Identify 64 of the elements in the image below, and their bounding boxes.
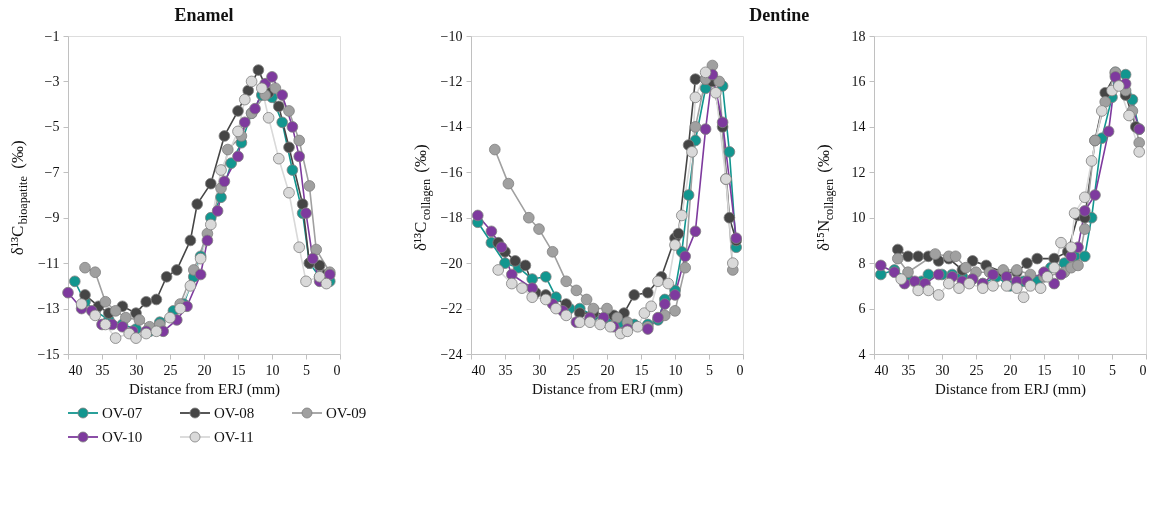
y-tick-label: −16: [440, 164, 463, 180]
y-tick-label: −18: [440, 210, 463, 226]
x-tick-label: 15: [634, 362, 649, 378]
x-tick-label: 25: [566, 362, 581, 378]
x-tick-label: 20: [1003, 362, 1018, 378]
x-tick-label: 20: [600, 362, 615, 378]
y-tick-label: −10: [440, 28, 463, 44]
x-tick-label: 35: [901, 362, 916, 378]
x-tick-label: 15: [231, 362, 246, 378]
x-tick-label: 5: [1109, 362, 1116, 378]
y-tick-label: −24: [440, 346, 463, 362]
legend-label: OV-11: [214, 429, 254, 445]
y-tick-label: 14: [851, 119, 866, 135]
x-axis-title: Distance from ERJ (mm): [934, 380, 1087, 398]
legend-label: OV-09: [326, 405, 367, 421]
x-tick-label: 0: [736, 362, 744, 378]
y-tick-label: 4: [858, 346, 866, 362]
y-tick-label: 10: [851, 210, 866, 226]
x-tick-label: 10: [265, 362, 280, 378]
y-tick-label: −14: [440, 119, 463, 135]
y-tick-label: −12: [440, 73, 463, 89]
x-tick-label: 40: [874, 362, 889, 378]
y-tick-label: −1: [44, 28, 60, 44]
x-tick-label: 10: [1071, 362, 1086, 378]
y-tick-label: −11: [38, 255, 60, 271]
y-tick-label: 18: [851, 28, 866, 44]
x-tick-label: 15: [1037, 362, 1052, 378]
x-tick-label: 25: [163, 362, 178, 378]
legend-label: OV-08: [214, 405, 255, 421]
y-tick-label: 16: [851, 73, 866, 89]
x-axis-title: Distance from ERJ (mm): [531, 380, 684, 398]
chart-title: Enamel: [174, 5, 234, 25]
y-tick-label: −22: [440, 301, 463, 317]
y-tick-label: −9: [44, 210, 60, 226]
y-tick-label: 12: [851, 164, 866, 180]
x-tick-label: 20: [197, 362, 212, 378]
x-tick-label: 40: [68, 362, 83, 378]
x-tick-label: 40: [471, 362, 486, 378]
legend-label: OV-10: [102, 429, 143, 445]
y-tick-label: −7: [44, 164, 60, 180]
x-tick-label: 25: [969, 362, 984, 378]
chart-title: Dentine: [749, 4, 810, 25]
y-axis-title: δ¹³Cbioapatite (‰): [8, 140, 30, 256]
y-tick-label: 6: [858, 301, 866, 317]
x-tick-label: 35: [498, 362, 513, 378]
x-tick-label: 5: [706, 362, 713, 378]
x-tick-label: 5: [303, 362, 310, 378]
x-tick-label: 30: [129, 362, 144, 378]
x-tick-label: 10: [668, 362, 683, 378]
y-tick-label: −15: [37, 346, 60, 362]
y-tick-label: −20: [440, 255, 463, 271]
y-tick-label: −3: [44, 73, 60, 89]
y-tick-label: −5: [44, 119, 60, 135]
y-axis-title: δ¹³Ccollagen (‰): [411, 144, 433, 252]
x-tick-label: 30: [935, 362, 950, 378]
y-tick-label: 8: [858, 255, 866, 271]
x-axis-title: Distance from ERJ (mm): [128, 380, 281, 398]
x-tick-label: 0: [333, 362, 341, 378]
x-tick-label: 30: [532, 362, 547, 378]
x-tick-label: 0: [1139, 362, 1147, 378]
legend-label: OV-07: [102, 405, 143, 421]
y-tick-label: −13: [37, 301, 60, 317]
x-tick-label: 35: [95, 362, 110, 378]
y-axis-title: δ¹⁵Ncollagen (‰): [814, 144, 836, 252]
